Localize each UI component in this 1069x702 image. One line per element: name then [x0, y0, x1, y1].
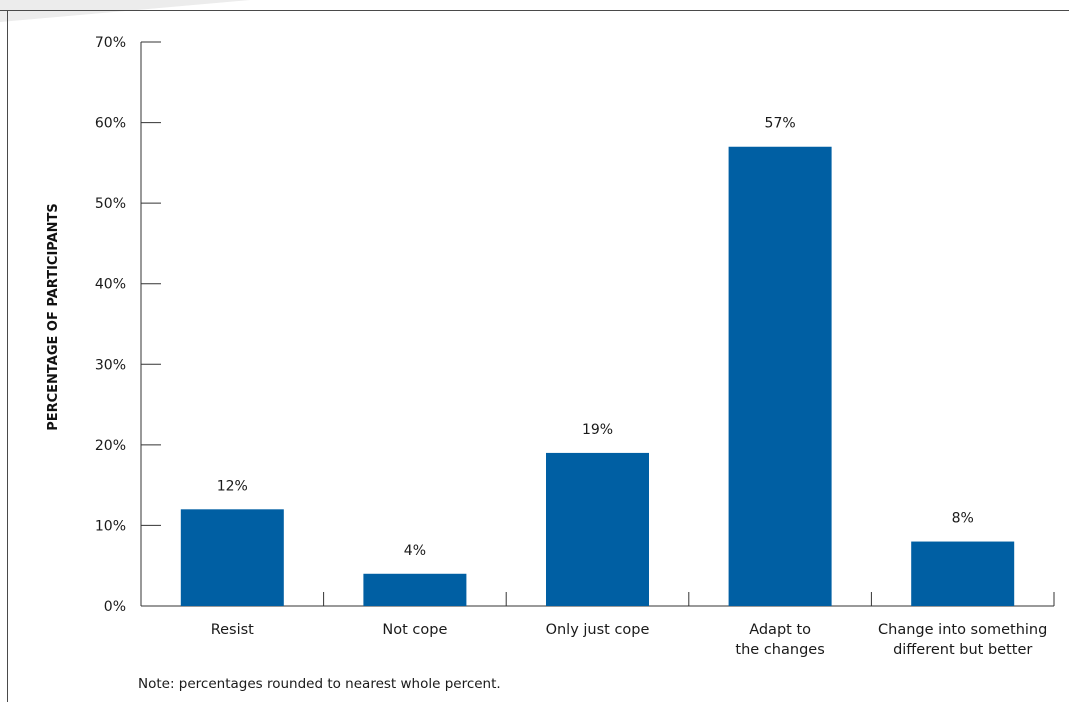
- category-label: different but better: [893, 642, 1032, 658]
- y-tick-label: 30%: [95, 357, 126, 373]
- bar-value-label: 8%: [952, 511, 974, 527]
- bar: [180, 509, 284, 606]
- y-tick-label: 60%: [95, 116, 126, 132]
- category-label: Only just cope: [546, 622, 650, 638]
- category-label: the changes: [735, 642, 824, 658]
- bar: [363, 573, 467, 606]
- category-label: Resist: [211, 622, 254, 638]
- bar: [911, 541, 1015, 606]
- category-label: Adapt to: [749, 622, 811, 638]
- y-tick-label: 0%: [104, 599, 126, 615]
- bar-value-label: 19%: [582, 422, 613, 438]
- category-label: Change into something: [878, 622, 1047, 638]
- y-tick-label: 40%: [95, 277, 126, 293]
- bar: [728, 146, 832, 606]
- chart-note: Note: percentages rounded to nearest who…: [138, 676, 501, 692]
- bar-value-label: 4%: [404, 543, 426, 559]
- bar-value-label: 57%: [765, 116, 796, 132]
- y-tick-label: 10%: [95, 518, 126, 534]
- y-tick-label: 50%: [95, 196, 126, 212]
- frame-left-border: [7, 10, 8, 702]
- y-tick-label: 70%: [95, 35, 126, 51]
- y-tick-label: 20%: [95, 438, 126, 454]
- frame-top-border: [0, 10, 1069, 11]
- y-axis-title: PERCENTAGE OF PARTICIPANTS: [46, 203, 61, 431]
- bar: [546, 452, 649, 606]
- bar-value-label: 12%: [217, 478, 248, 494]
- category-label: Not cope: [382, 622, 447, 638]
